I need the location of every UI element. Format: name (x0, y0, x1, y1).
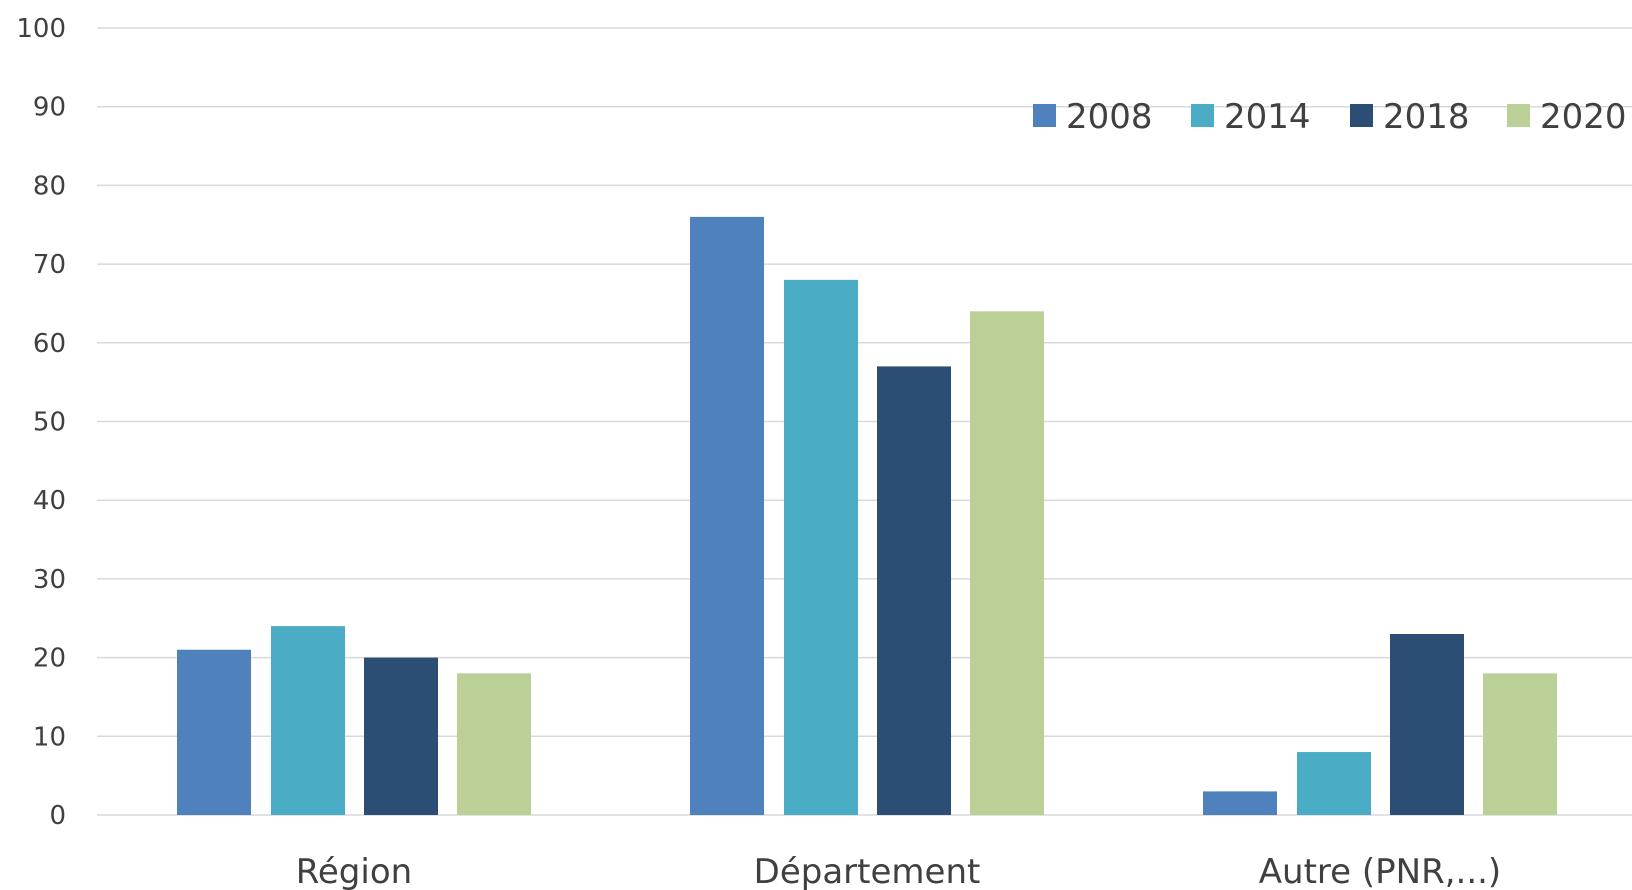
bar-2014-0 (271, 626, 345, 815)
bar-2008-2 (1203, 791, 1277, 815)
bar-2014-2 (1297, 752, 1371, 815)
x-axis-categories: Région Département Autre (PNR,...) (296, 852, 1501, 890)
bar-2018-0 (364, 657, 438, 815)
legend-label-2018: 2018 (1383, 97, 1470, 137)
y-tick-label: 50 (33, 408, 66, 438)
legend-label-2008: 2008 (1066, 97, 1153, 137)
legend-swatch-2014 (1191, 104, 1214, 127)
y-tick-label: 30 (33, 565, 66, 595)
y-tick-label: 100 (16, 14, 66, 44)
bar-2008-1 (690, 216, 764, 815)
y-tick-label: 10 (33, 722, 66, 752)
x-category-label: Département (754, 852, 981, 890)
x-category-label: Région (296, 852, 412, 890)
y-tick-label: 60 (33, 329, 66, 359)
y-tick-label: 0 (49, 801, 66, 831)
legend: 2008 2014 2018 2020 (1033, 97, 1627, 137)
bar-2018-1 (877, 366, 951, 815)
y-tick-label: 80 (33, 171, 66, 201)
bars (177, 216, 1557, 816)
legend-swatch-2020 (1507, 104, 1530, 127)
legend-swatch-2008 (1033, 104, 1056, 127)
legend-label-2014: 2014 (1224, 97, 1311, 137)
y-tick-label: 90 (33, 93, 66, 123)
bar-2014-1 (784, 279, 858, 816)
bar-2020-2 (1483, 673, 1557, 815)
y-tick-label: 70 (33, 250, 66, 280)
bar-2020-1 (970, 311, 1044, 815)
legend-swatch-2018 (1350, 104, 1373, 127)
bar-2018-2 (1390, 633, 1464, 815)
y-tick-label: 40 (33, 486, 66, 516)
y-tick-label: 20 (33, 644, 66, 674)
x-category-label: Autre (PNR,...) (1259, 852, 1501, 890)
gridlines (97, 27, 1632, 816)
legend-label-2020: 2020 (1540, 97, 1627, 137)
bar-2008-0 (177, 649, 251, 815)
y-axis-ticks: 0 10 20 30 40 50 60 70 80 90 100 (16, 14, 66, 831)
bar-2020-0 (457, 673, 531, 815)
